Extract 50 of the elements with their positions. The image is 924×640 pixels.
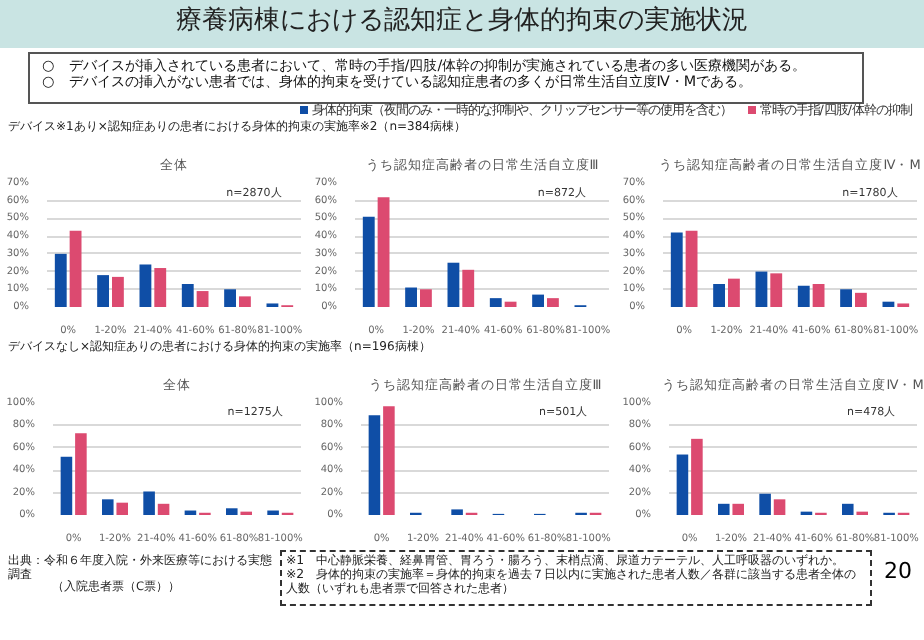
bar — [532, 294, 545, 307]
bar — [157, 503, 170, 515]
bar — [405, 287, 418, 307]
bar — [451, 509, 463, 515]
bar — [238, 296, 251, 307]
bar — [101, 499, 114, 515]
bar — [60, 456, 73, 515]
bar — [854, 292, 867, 307]
bar — [812, 283, 825, 307]
bar — [546, 298, 559, 307]
text: 20 — [884, 558, 912, 586]
bar — [75, 433, 87, 515]
bar — [841, 503, 854, 515]
bar — [773, 499, 786, 515]
bar — [685, 230, 698, 307]
bar — [154, 268, 167, 307]
bar — [755, 271, 768, 307]
text: 療養病棟における認知症と身体的拘束の実施状況 — [176, 4, 748, 40]
bar — [181, 283, 194, 307]
bar — [732, 503, 745, 515]
bar — [111, 276, 124, 307]
bar — [54, 253, 67, 307]
bar — [840, 289, 853, 307]
bar — [143, 491, 155, 515]
bar — [713, 283, 726, 307]
bar — [69, 230, 82, 307]
bar — [368, 415, 381, 515]
bar — [727, 278, 740, 307]
bar — [489, 298, 502, 307]
bar — [670, 232, 683, 307]
bar — [362, 216, 375, 307]
bar — [882, 301, 895, 307]
bar — [139, 264, 152, 307]
bar — [419, 289, 432, 307]
bar — [224, 289, 237, 307]
bar — [462, 269, 475, 307]
bar — [383, 406, 395, 515]
bar — [116, 502, 129, 515]
bar — [447, 262, 460, 307]
bar — [97, 275, 110, 307]
bar — [225, 508, 238, 515]
bar — [770, 273, 783, 307]
bar — [377, 197, 390, 307]
bar — [691, 438, 703, 515]
bar — [717, 503, 730, 515]
bar — [504, 301, 517, 307]
bar — [676, 454, 689, 515]
bar — [196, 291, 209, 307]
bar — [797, 285, 810, 307]
bar — [759, 493, 771, 515]
